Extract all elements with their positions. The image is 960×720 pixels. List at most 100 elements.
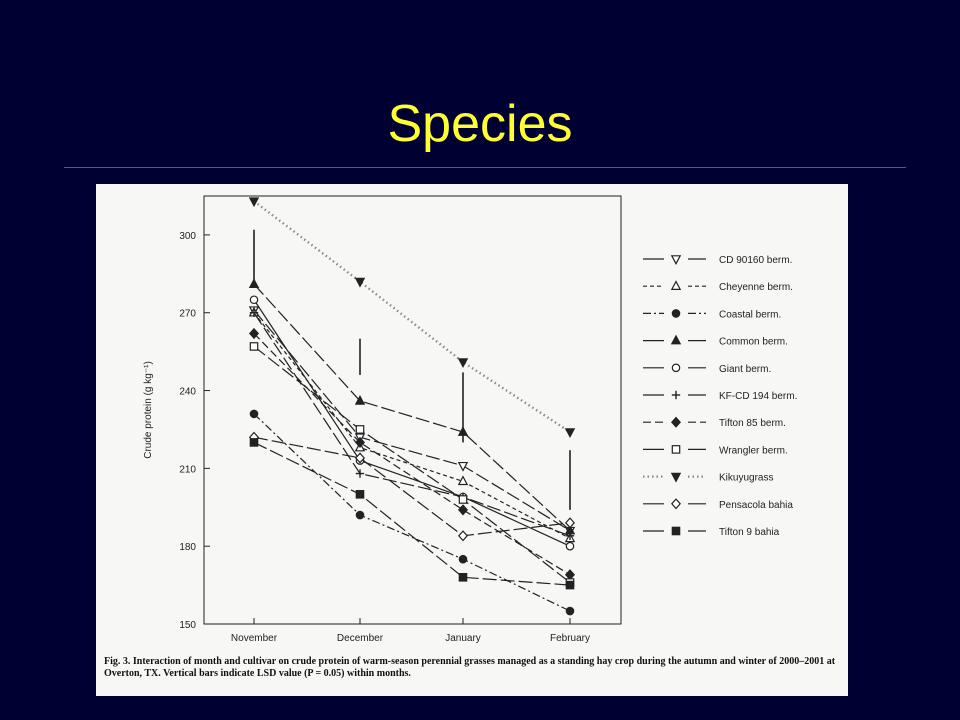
data-point <box>249 409 259 419</box>
data-point <box>354 277 366 288</box>
legend-marker <box>671 363 681 373</box>
legend-marker <box>671 390 681 400</box>
series-line <box>253 333 571 576</box>
series-line <box>253 441 571 586</box>
data-point <box>248 278 260 288</box>
series-3 <box>248 278 576 535</box>
series-10 <box>249 438 575 590</box>
data-point <box>457 426 469 436</box>
data-point <box>458 554 468 564</box>
crude-protein-chart: 150 180 210 240 270 300 November December Januar… <box>143 195 797 644</box>
legend-label: Common berm. <box>719 337 788 348</box>
data-point <box>565 580 575 590</box>
data-point <box>354 394 366 405</box>
legend-marker <box>670 416 682 428</box>
data-point <box>457 358 469 368</box>
legend-label: CD 90160 berm. <box>719 255 792 266</box>
data-point <box>457 461 469 472</box>
y-tick-label: 240 <box>179 387 196 398</box>
legend-label: Pensacola bahia <box>719 500 793 511</box>
data-point <box>248 197 260 208</box>
chart-axes: 150 180 210 240 270 300 November December Januar… <box>143 195 622 644</box>
legend-entry: Wrangler berm. <box>643 445 788 456</box>
series-2 <box>249 409 575 616</box>
data-point <box>249 308 259 317</box>
series-line <box>253 312 571 539</box>
legend-marker <box>670 498 682 510</box>
x-tick-label: December <box>337 633 384 644</box>
y-tick-label: 180 <box>179 542 196 553</box>
data-point <box>355 469 365 478</box>
data-point <box>249 342 259 351</box>
legend-marker <box>671 526 681 536</box>
x-tick-label: November <box>231 633 278 644</box>
legend-entry: CD 90160 berm. <box>643 255 792 266</box>
data-point <box>355 425 365 434</box>
x-tick-label: February <box>550 633 590 644</box>
legend-entry: Cheyenne berm. <box>643 280 793 293</box>
data-point <box>564 569 576 581</box>
figure-panel: 150 180 210 240 270 300 November December Januar… <box>96 184 848 696</box>
legend-marker <box>671 309 681 318</box>
legend-label: Giant berm. <box>719 364 771 375</box>
figure-caption: Fig. 3. Interaction of month and cultiva… <box>104 656 844 680</box>
series-5 <box>249 308 575 541</box>
title-divider <box>64 167 906 168</box>
legend-marker <box>671 445 681 454</box>
legend-entry: KF-CD 194 berm. <box>643 390 797 402</box>
y-axis-label: Crude protein (g kg⁻¹) <box>143 361 154 459</box>
legend-label: KF-CD 194 berm. <box>719 391 797 402</box>
data-point <box>355 510 365 520</box>
data-point <box>457 475 469 486</box>
plot-frame <box>203 195 622 625</box>
data-point <box>458 495 468 504</box>
data-point <box>249 438 259 447</box>
series-1 <box>248 306 576 543</box>
data-point <box>457 504 469 516</box>
legend-entry: Coastal berm. <box>643 309 781 320</box>
series-line <box>253 309 571 532</box>
series-line <box>253 299 571 547</box>
series-0 <box>248 306 576 537</box>
data-point <box>249 295 259 305</box>
legend-label: Tifton 85 berm. <box>719 418 786 429</box>
legend-entry: Kikuyugrass <box>643 473 773 484</box>
legend-entry: Tifton 85 berm. <box>643 416 786 429</box>
legend-marker <box>670 472 682 483</box>
series-line <box>253 345 571 583</box>
data-point <box>564 428 576 439</box>
data-point <box>354 436 366 449</box>
legend-label: Wrangler berm. <box>719 445 788 456</box>
legend-marker <box>670 334 682 345</box>
data-point <box>354 452 366 464</box>
legend-entry: Tifton 9 bahia <box>643 526 780 538</box>
legend-marker <box>670 255 682 265</box>
legend-label: Kikuyugrass <box>719 473 773 484</box>
y-tick-label: 300 <box>179 231 196 242</box>
data-point <box>565 541 575 551</box>
series-9 <box>248 431 576 542</box>
data-point <box>355 490 365 499</box>
series-line <box>253 200 571 434</box>
series-8 <box>248 197 576 439</box>
series-line <box>253 283 571 532</box>
x-tick-label: January <box>445 633 481 644</box>
y-tick-label: 270 <box>179 309 196 320</box>
series-line <box>253 312 571 537</box>
legend-label: Coastal berm. <box>719 309 781 320</box>
legend-entry: Common berm. <box>643 334 788 348</box>
series-line <box>253 436 571 537</box>
legend-label: Tifton 9 bahia <box>719 527 780 538</box>
legend-entry: Pensacola bahia <box>643 498 793 511</box>
legend-marker <box>670 280 682 291</box>
slide-title: Species <box>387 95 573 153</box>
legend-label: Cheyenne berm. <box>719 282 793 293</box>
data-point <box>565 606 575 616</box>
legend-entry: Giant berm. <box>643 363 771 375</box>
y-tick-label: 150 <box>179 620 196 631</box>
caption-text: Interaction of month and cultivar on cru… <box>104 656 836 679</box>
chart-legend: CD 90160 berm. Cheyenne berm. Coastal berm… <box>643 255 797 538</box>
caption-label: Fig. 3. <box>104 656 131 667</box>
data-point <box>248 327 260 340</box>
chart-series <box>248 197 576 616</box>
